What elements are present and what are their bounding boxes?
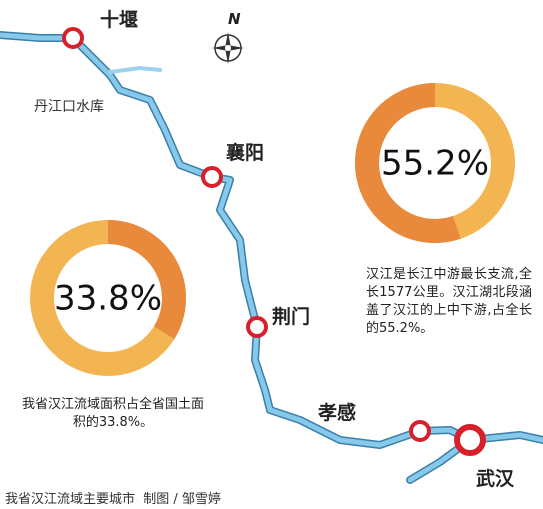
city-label: 十堰 [100,9,139,31]
city-label: 武汉 [476,468,515,490]
note: 汉江是长江中游最长支流,全长1577公里。汉江湖北段涵盖了汉江的上中下游,占全长… [366,267,532,336]
city-marker [62,27,84,49]
caption: 我省汉江流域主要城市 制图 / 邹雪婷 [5,492,221,507]
city-marker [454,424,486,456]
city-label: 孝感 [318,402,357,424]
compass-label: N [228,10,241,28]
city-label: 襄阳 [226,142,265,164]
city-marker [246,316,268,338]
donut-segment [107,220,186,339]
donut-segment [355,83,461,243]
compass [212,32,244,64]
donut-value-label: 55.2% [381,144,489,184]
city-marker [201,166,223,188]
donut-value-label: 33.8% [54,279,162,319]
note: 我省汉江流域面积占全省国土面积的33.8%。 [21,397,204,430]
city-label: 荆门 [272,306,311,328]
city-marker [409,420,431,442]
reservoir-label: 丹江口水库 [34,99,104,115]
